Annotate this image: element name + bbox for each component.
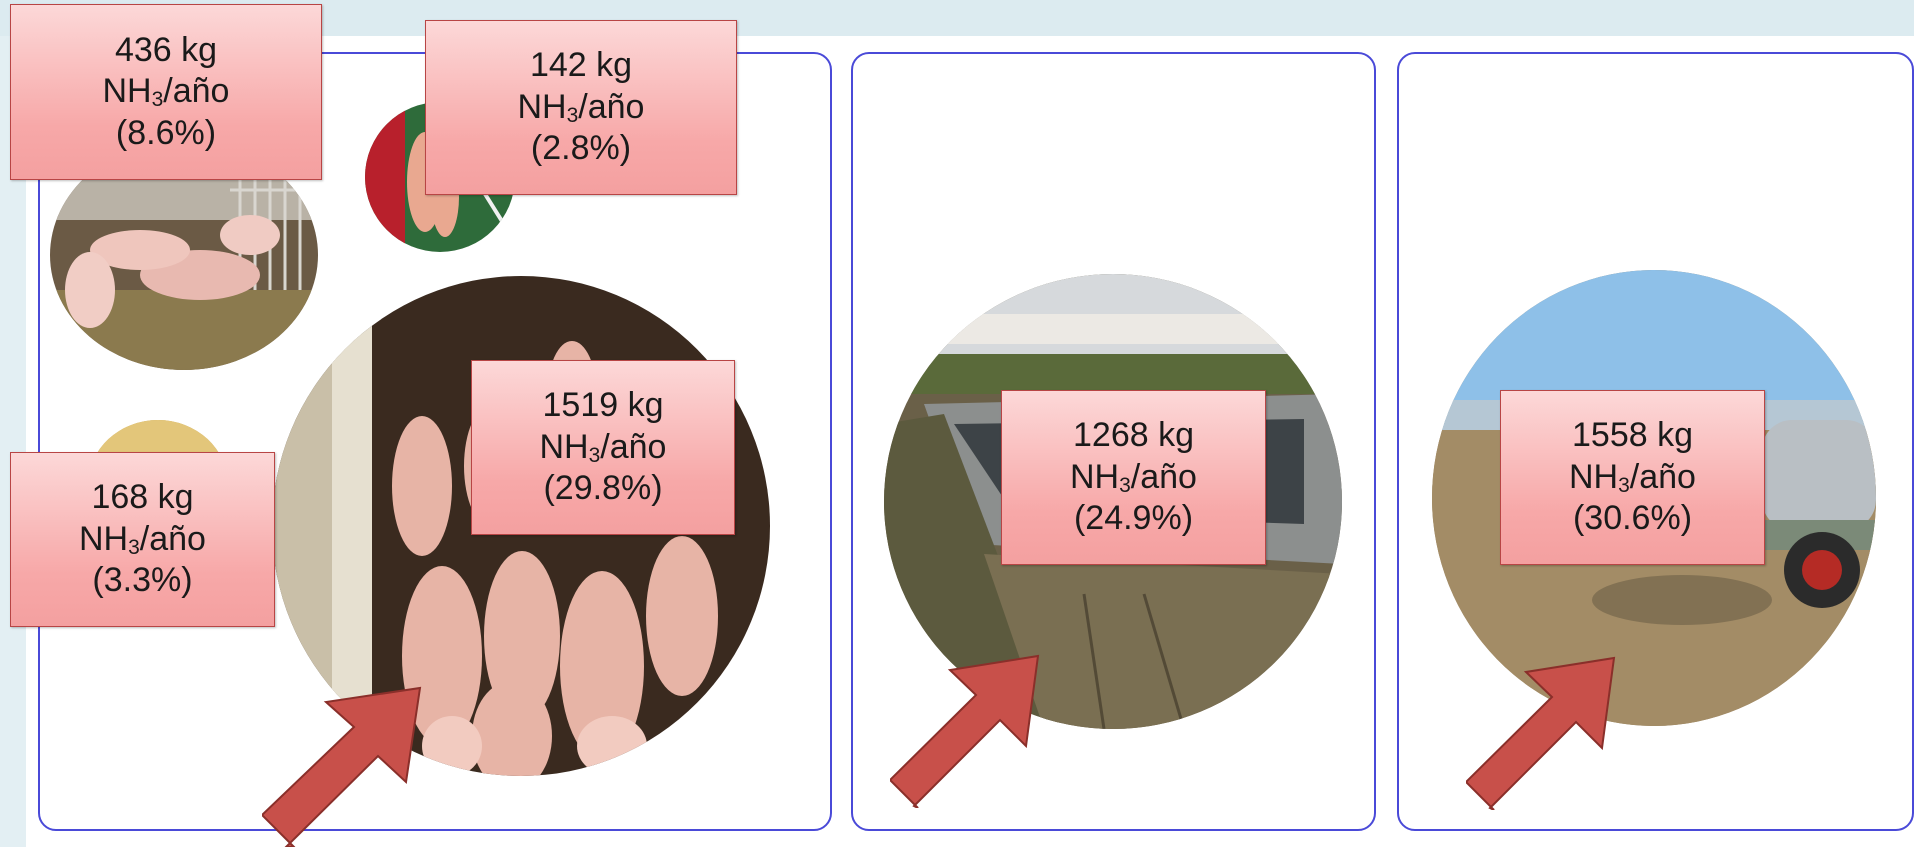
farrowing-amount: 142 kg bbox=[529, 46, 633, 85]
storage-percent: (24.9%) bbox=[1073, 499, 1194, 538]
fattening-amount: 1519 kg bbox=[542, 386, 664, 425]
farrowing-emission-label: 142 kg NH3/año (2.8%) bbox=[425, 20, 737, 195]
application-amount: 1558 kg bbox=[1572, 416, 1693, 455]
application-unit: NH3/año bbox=[1569, 457, 1696, 497]
gestation-unit: NH3/año bbox=[102, 72, 230, 112]
application-emission-label: 1558 kg NH3/año (30.6%) bbox=[1500, 390, 1765, 565]
gestation-emission-label: 436 kg NH3/año (8.6%) bbox=[10, 4, 322, 180]
nursery-emission-label: 168 kg NH3/año (3.3%) bbox=[10, 452, 275, 627]
fattening-emission-label: 1519 kg NH3/año (29.8%) bbox=[471, 360, 735, 535]
nursery-unit: NH3/año bbox=[79, 519, 206, 559]
farrowing-percent: (2.8%) bbox=[530, 129, 632, 168]
farrowing-unit: NH3/año bbox=[517, 87, 645, 127]
storage-amount: 1268 kg bbox=[1073, 416, 1194, 455]
gestation-amount: 436 kg bbox=[114, 30, 218, 69]
fattening-unit: NH3/año bbox=[539, 427, 667, 467]
storage-emission-label: 1268 kg NH3/año (24.9%) bbox=[1001, 390, 1266, 565]
gestation-percent: (8.6%) bbox=[115, 113, 217, 152]
highlight-arrow-icon bbox=[262, 686, 422, 847]
storage-unit: NH3/año bbox=[1070, 457, 1197, 497]
nursery-amount: 168 kg bbox=[91, 478, 194, 517]
highlight-arrow-icon bbox=[1466, 656, 1616, 810]
highlight-arrow-icon bbox=[890, 654, 1040, 808]
fattening-percent: (29.8%) bbox=[543, 469, 663, 508]
application-percent: (30.6%) bbox=[1572, 499, 1693, 538]
nursery-percent: (3.3%) bbox=[92, 561, 193, 600]
